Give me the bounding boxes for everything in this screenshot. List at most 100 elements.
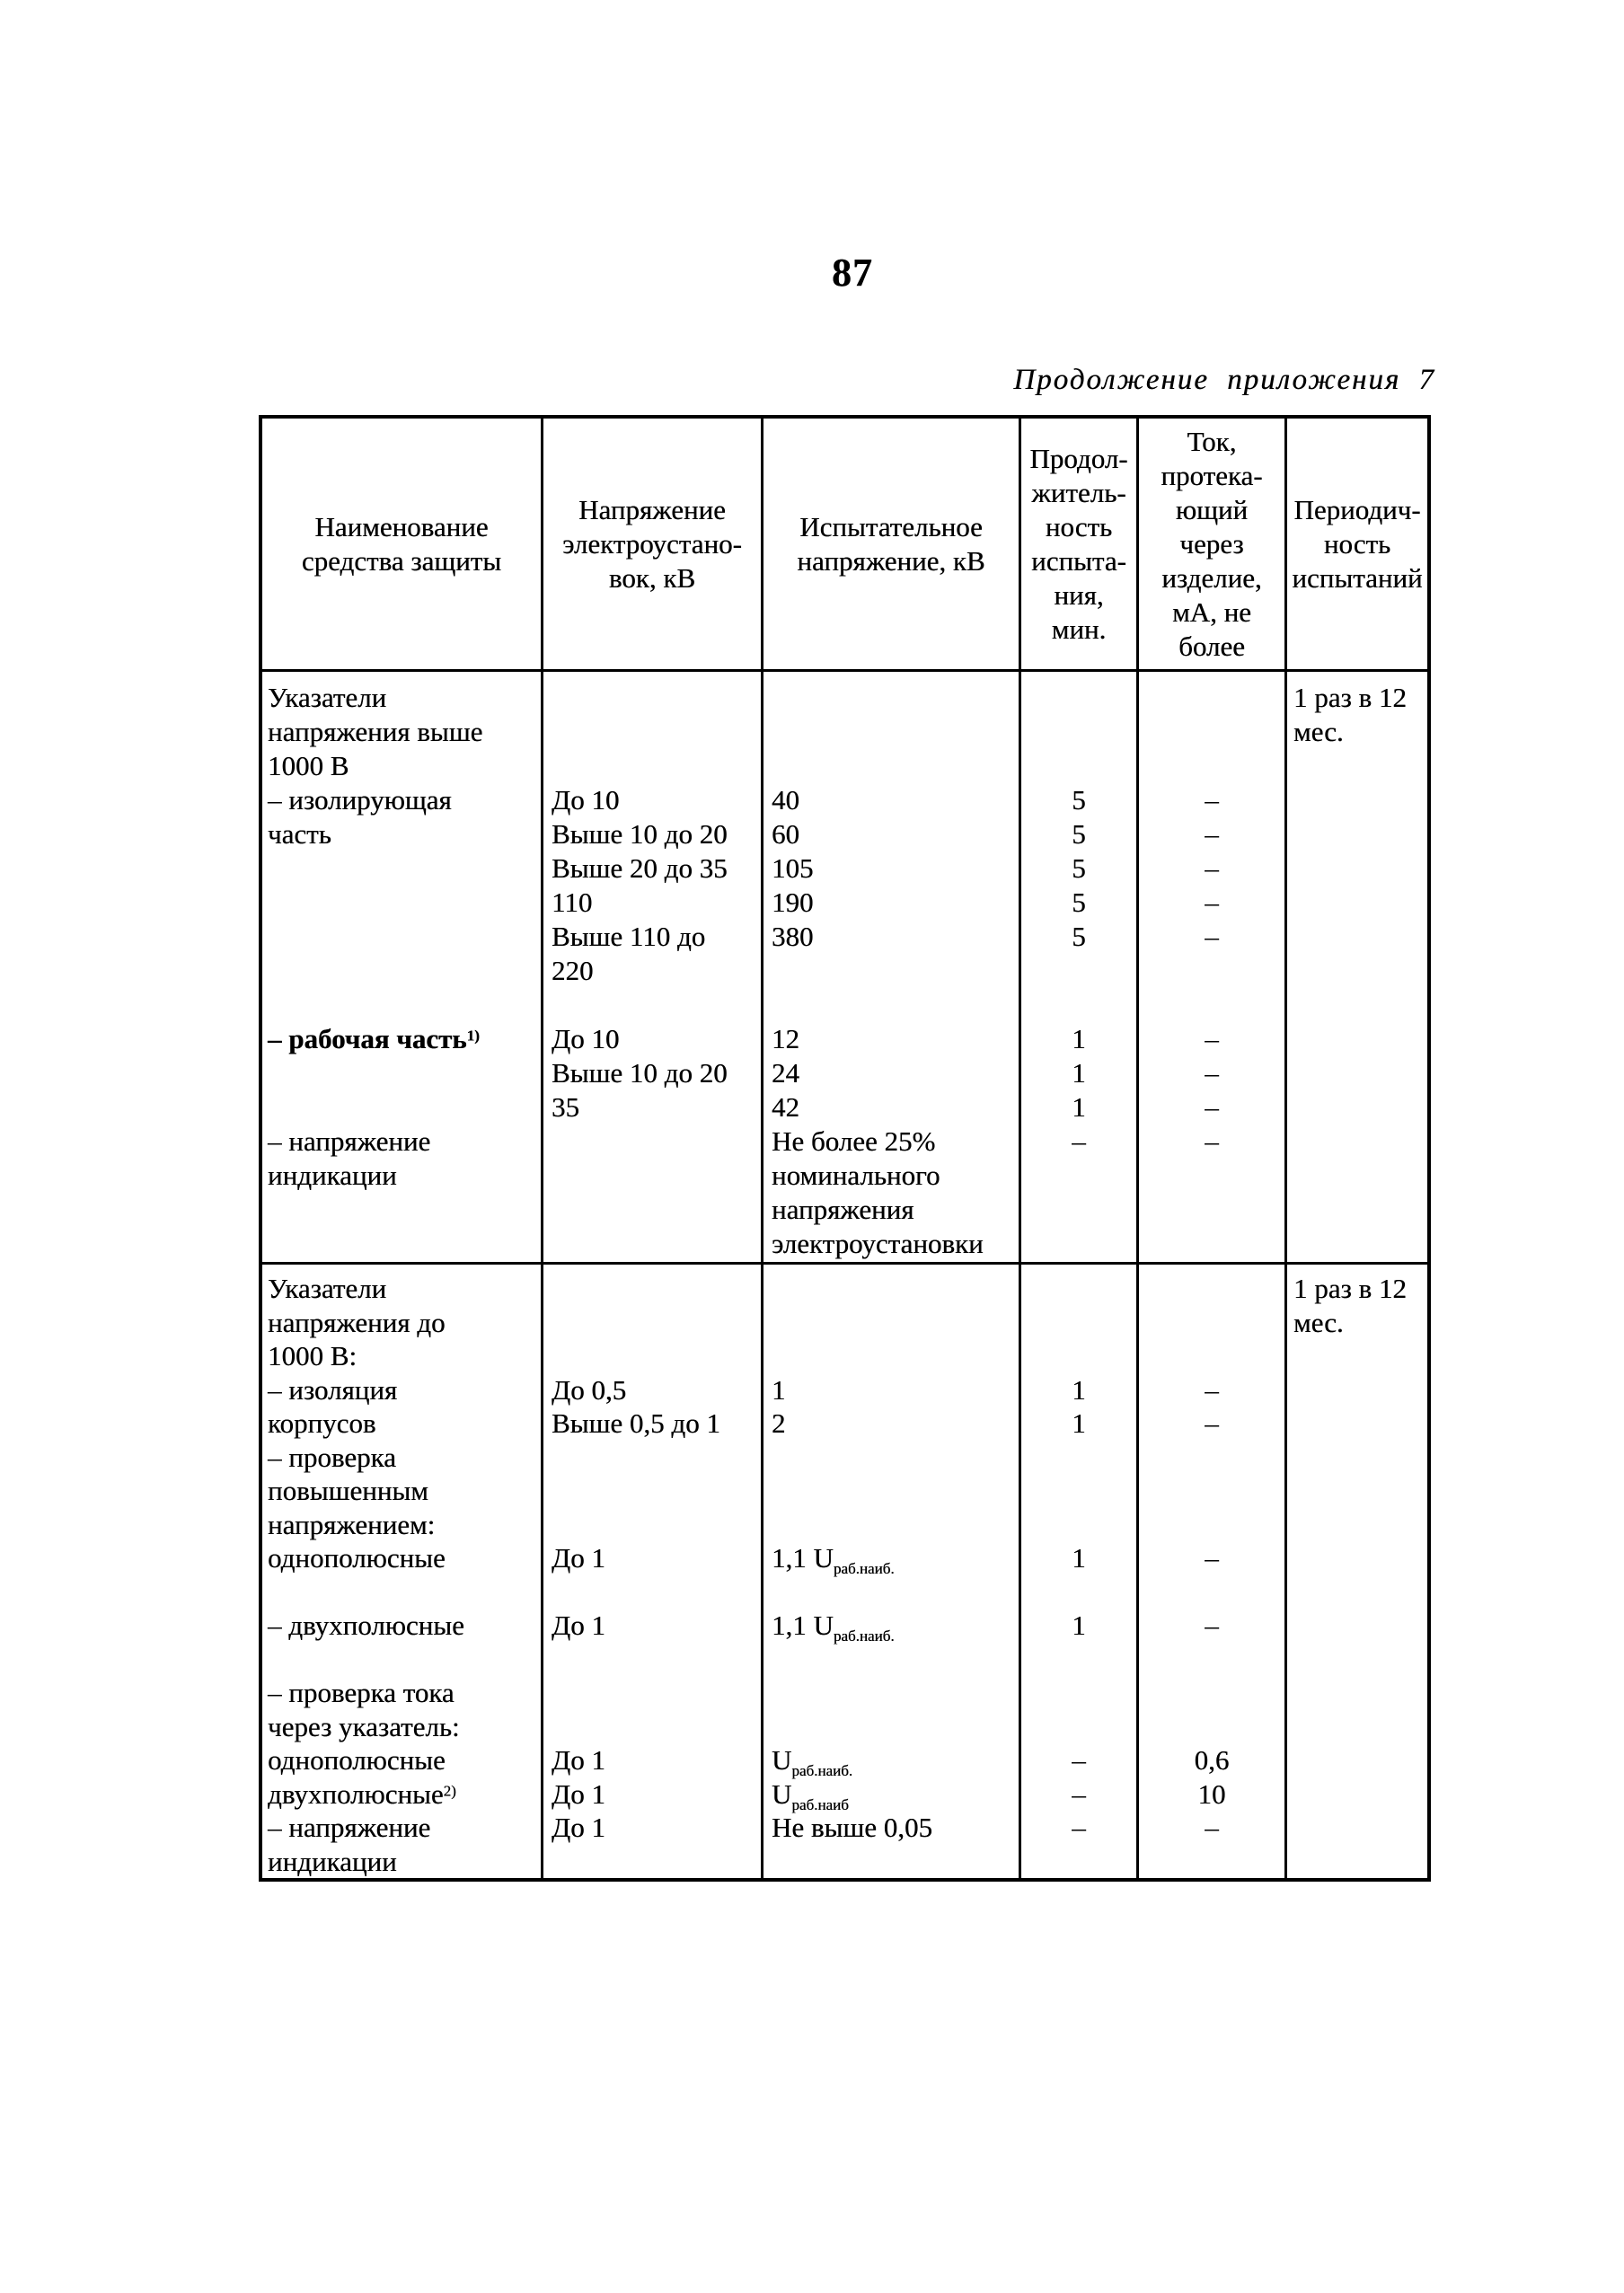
table-line — [772, 1676, 1019, 1710]
table-line — [268, 1643, 541, 1677]
table-line: – — [1205, 1023, 1219, 1054]
table-line: – напряжение — [268, 1812, 431, 1843]
table-line — [772, 954, 1019, 988]
table-line: 40 — [772, 784, 799, 816]
table-line — [552, 715, 761, 749]
table-line — [1021, 988, 1136, 1022]
header-line: изделие, — [1161, 561, 1262, 594]
table-line — [1139, 1441, 1284, 1475]
s1-col5: 1 раз в 12 мес. — [1284, 672, 1427, 1262]
s1-col2: 40 60 105 190 380 12 24 42 Не более 25% номиналь… — [761, 672, 1019, 1262]
s1-col1: До 10 Выше 10 до 20 Выше 20 до 35 110 Выше 1… — [541, 672, 761, 1262]
table-line: двухполюсные2) — [268, 1777, 456, 1810]
table-line — [552, 1306, 761, 1340]
table-line: До 10 — [552, 1023, 620, 1054]
table-line: напряжением: — [268, 1508, 436, 1540]
table-line — [1139, 1306, 1284, 1340]
header-line: ющий — [1175, 493, 1249, 525]
table-line: 1000 В — [268, 750, 349, 781]
table-line — [1021, 1474, 1136, 1508]
table-line — [1021, 1575, 1136, 1610]
s2-col1: До 0,5 Выше 0,5 до 1 До 1 До 1 До 1 До 1 До… — [541, 1265, 761, 1878]
table-line — [772, 1474, 1019, 1508]
table-line: – — [1205, 1125, 1219, 1157]
table-line: 5 — [1072, 818, 1086, 850]
table-line — [1021, 1508, 1136, 1542]
header-line: Напряжение — [578, 493, 726, 525]
table-line: – двухполюсные — [268, 1610, 464, 1641]
header-cell-0: Наименование средства защиты — [262, 419, 541, 669]
table-line — [1021, 1710, 1136, 1744]
header-line: испытаний — [1292, 561, 1423, 594]
table-line: часть — [268, 818, 331, 850]
header-line: Испытательное — [799, 510, 983, 542]
table-line — [1139, 681, 1284, 715]
table-line — [1021, 1676, 1136, 1710]
table-line: Выше 110 до — [552, 921, 706, 952]
table-line: 110 — [552, 886, 593, 918]
table-line: – — [1072, 1812, 1086, 1843]
table-line: – — [1205, 921, 1219, 952]
table-line — [772, 1441, 1019, 1475]
table-line — [1021, 1441, 1136, 1475]
table-line — [1021, 681, 1136, 715]
header-line: напряжение, кВ — [797, 544, 985, 577]
table-line: 1 — [1072, 1023, 1086, 1054]
header-line: Продол- — [1029, 442, 1128, 474]
table-line: 1,1 Uраб.наиб. — [772, 1542, 895, 1577]
table-line: номинального — [772, 1160, 940, 1191]
table-line: – напряжение — [268, 1125, 431, 1157]
header-cell-3: Продол-житель-ность испыта-ния, мин. — [1019, 419, 1136, 669]
header-line: Ток, — [1187, 425, 1237, 457]
continuation-note: Продолжение приложения 7 — [1013, 364, 1435, 396]
table-line — [552, 1272, 761, 1306]
table-line: – — [1205, 1610, 1219, 1641]
table-header-row: Наименование средства защиты Напряжение эле… — [262, 419, 1427, 669]
table-line — [1139, 954, 1284, 988]
table-line — [1021, 1339, 1136, 1373]
table-line — [772, 1306, 1019, 1340]
table-line: 190 — [772, 886, 814, 918]
table-line — [268, 886, 541, 920]
header-line: испыта- — [1031, 544, 1126, 577]
table-line — [552, 1710, 761, 1744]
header-line: ность — [1323, 527, 1391, 560]
table-line: – изолирующая — [268, 784, 452, 816]
header-cell-2: Испытательное напряжение, кВ — [761, 419, 1019, 669]
table-line: 1 — [1072, 1407, 1086, 1439]
table-line — [772, 1575, 1019, 1610]
table-line: электроустановки — [772, 1228, 984, 1259]
table-line: Uраб.наиб — [772, 1777, 849, 1813]
table-line: – — [1205, 1091, 1219, 1123]
table-line: 42 — [772, 1091, 799, 1123]
table-line — [552, 1339, 761, 1373]
table-line: 5 — [1072, 852, 1086, 884]
table-line: 1 раз в 12 — [1293, 1273, 1407, 1304]
table-line: – — [1072, 1744, 1086, 1776]
header-line: вок, кВ — [608, 561, 696, 594]
table-line — [552, 1676, 761, 1710]
table-line: через указатель: — [268, 1710, 460, 1742]
table-line: Указатели — [268, 1273, 387, 1304]
table-line: 5 — [1072, 886, 1086, 918]
table-line: – — [1205, 784, 1219, 816]
table-line: индикации — [268, 1845, 397, 1877]
table-line: индикации — [268, 1160, 397, 1191]
table-line: мес. — [1293, 716, 1344, 747]
header-line: средства защиты — [301, 544, 502, 577]
table-line: До 1 — [552, 1542, 605, 1574]
table-line — [1139, 1474, 1284, 1508]
table-line — [1139, 1710, 1284, 1744]
table-line: 380 — [772, 921, 814, 952]
table-line: 1 — [1072, 1610, 1086, 1641]
table-line: 1 — [772, 1373, 786, 1406]
table-line — [1139, 1508, 1284, 1542]
table-line — [772, 1643, 1019, 1677]
table-line — [772, 988, 1019, 1022]
header-line: Наименование — [314, 510, 489, 542]
header-cell-4: Ток, протека-ющий через изделие, мА, не более — [1136, 419, 1284, 669]
table-line: Не более 25% — [772, 1125, 936, 1157]
table-line: – — [1205, 1542, 1219, 1574]
table-line — [552, 1474, 761, 1508]
